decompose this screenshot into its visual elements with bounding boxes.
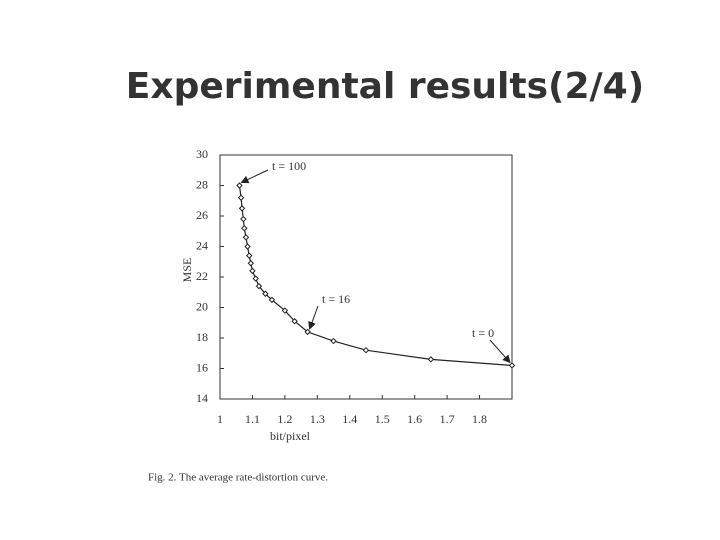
point	[508, 362, 516, 369]
x-tick-label: 1.4	[342, 412, 357, 426]
x-tick-label: 1.1	[245, 412, 260, 426]
annotation: t = 100	[272, 159, 306, 173]
point	[240, 215, 247, 223]
caption: Fig. 2. The average rate-distortion curv…	[148, 472, 328, 484]
y-tick-label: 28	[196, 177, 208, 191]
x-tick-label: 1	[217, 412, 223, 426]
point	[247, 260, 255, 267]
point	[255, 282, 263, 290]
point	[245, 252, 253, 259]
y-tick-label: 20	[196, 299, 208, 313]
x-tick-label: 1.8	[472, 412, 487, 426]
point	[241, 224, 248, 232]
x-tick-label: 1.3	[310, 412, 325, 426]
point	[281, 307, 289, 314]
x-tick-label: 1.2	[277, 412, 292, 426]
annotation: t = 16	[322, 292, 350, 306]
point	[249, 267, 256, 275]
annotation-arrow	[489, 339, 511, 364]
x-tick-label: 1.5	[375, 412, 390, 426]
point	[268, 296, 276, 304]
point	[237, 194, 245, 201]
y-axis-label: MSE	[180, 258, 194, 283]
x-tick-label: 1.7	[440, 412, 455, 426]
y-tick-label: 24	[196, 238, 208, 252]
y-tick-label: 22	[196, 269, 208, 283]
point	[330, 337, 337, 345]
point	[304, 328, 311, 336]
point	[238, 205, 246, 212]
x-tick-label: 1.6	[407, 412, 422, 426]
y-tick-label: 14	[196, 391, 208, 405]
y-tick-label: 26	[196, 208, 208, 222]
point	[252, 275, 259, 282]
y-tick-label: 30	[196, 147, 208, 161]
point	[262, 290, 269, 297]
y-tick-label: 18	[196, 330, 208, 344]
point	[291, 318, 298, 325]
annotation-arrow	[240, 169, 269, 184]
point	[236, 182, 243, 189]
annotation-arrow	[308, 305, 319, 330]
point	[427, 356, 435, 363]
point	[244, 243, 251, 250]
y-tick-label: 16	[196, 360, 208, 374]
point	[242, 234, 250, 241]
x-axis-label: bit/pixel	[270, 429, 311, 443]
point	[362, 346, 370, 354]
annotation: t = 0	[472, 326, 494, 340]
slide-title: Experimental results(2/4)	[126, 66, 644, 107]
